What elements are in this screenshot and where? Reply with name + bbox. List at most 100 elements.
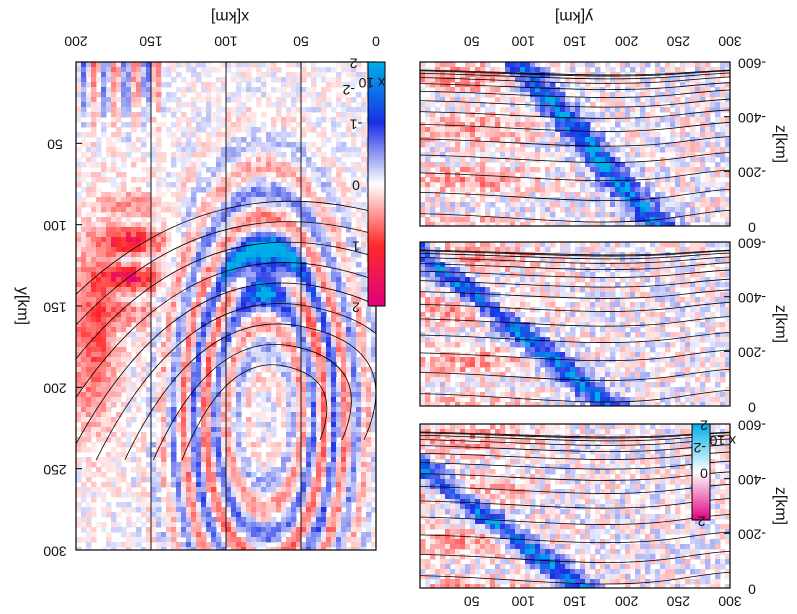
field-cell <box>251 497 257 503</box>
field-cell <box>171 332 177 338</box>
field-cell <box>136 287 142 293</box>
field-cell <box>231 152 237 158</box>
field-cell <box>136 492 142 498</box>
field-cell <box>241 152 247 158</box>
field-cell <box>186 402 192 408</box>
field-cell <box>166 357 172 363</box>
field-cell <box>151 537 157 543</box>
field-cell <box>146 342 152 348</box>
field-cell <box>181 472 187 478</box>
field-cell <box>236 102 242 108</box>
field-cell <box>116 397 122 403</box>
field-cell <box>226 527 232 533</box>
field-cell <box>116 347 122 353</box>
field-cell <box>630 62 636 68</box>
field-cell <box>246 287 252 293</box>
field-cell <box>246 192 252 198</box>
field-cell <box>336 287 342 293</box>
field-cell <box>271 287 277 293</box>
field-cell <box>301 317 307 323</box>
field-cell <box>351 182 357 188</box>
field-cell <box>251 477 257 483</box>
field-cell <box>261 542 267 548</box>
field-cell <box>156 452 162 458</box>
field-cell <box>306 202 312 208</box>
field-cell <box>341 247 347 253</box>
field-cell <box>276 522 282 528</box>
field-cell <box>356 102 362 108</box>
field-cell <box>261 532 267 538</box>
field-cell <box>226 412 232 418</box>
field-cell <box>266 282 272 288</box>
field-cell <box>81 382 87 388</box>
y-tick-label: 250 <box>43 462 67 478</box>
field-cell <box>161 242 167 248</box>
field-cell <box>241 497 247 503</box>
field-cell <box>256 162 262 168</box>
field-cell <box>101 317 107 323</box>
field-cell <box>276 452 282 458</box>
field-cell <box>196 132 202 138</box>
field-cell <box>106 477 112 483</box>
field-cell <box>201 82 207 88</box>
field-cell <box>121 377 127 383</box>
field-cell <box>241 332 247 338</box>
field-cell <box>246 197 252 203</box>
field-cell <box>206 132 212 138</box>
field-cell <box>221 422 227 428</box>
field-cell <box>271 467 277 473</box>
field-cell <box>301 512 307 518</box>
field-cell <box>351 327 357 333</box>
field-cell <box>336 82 342 88</box>
field-cell <box>91 297 97 303</box>
field-cell <box>266 217 272 223</box>
field-cell <box>331 477 337 483</box>
field-cell <box>276 142 282 148</box>
field-cell <box>251 192 257 198</box>
field-cell <box>166 202 172 208</box>
field-cell <box>301 192 307 198</box>
field-cell <box>331 302 337 308</box>
field-cell <box>301 112 307 118</box>
field-cell <box>356 452 362 458</box>
field-cell <box>121 192 127 198</box>
field-cell <box>201 217 207 223</box>
field-cell <box>166 417 172 423</box>
field-cell <box>346 167 352 173</box>
field-cell <box>336 392 342 398</box>
field-cell <box>156 437 162 443</box>
field-cell <box>261 382 267 388</box>
field-cell <box>316 232 322 238</box>
field-cell <box>361 267 367 273</box>
field-cell <box>186 247 192 253</box>
field-cell <box>136 347 142 353</box>
field-cell <box>241 477 247 483</box>
field-cell <box>121 302 127 308</box>
field-cell <box>286 332 292 338</box>
field-cell <box>256 287 262 293</box>
field-cell <box>126 122 132 128</box>
field-cell <box>206 507 212 513</box>
field-cell <box>331 467 337 473</box>
field-cell <box>261 287 267 293</box>
field-cell <box>101 282 107 288</box>
field-cell <box>161 407 167 413</box>
field-cell <box>256 127 262 133</box>
field-cell <box>116 387 122 393</box>
field-cell <box>161 262 167 268</box>
field-cell <box>276 382 282 388</box>
field-cell <box>191 362 197 368</box>
field-cell <box>361 187 367 193</box>
field-cell <box>141 217 147 223</box>
field-cell <box>221 192 227 198</box>
field-cell <box>351 407 357 413</box>
field-cell <box>705 67 711 73</box>
field-cell <box>256 142 262 148</box>
field-cell <box>271 517 277 523</box>
field-cell <box>256 212 262 218</box>
field-cell <box>301 187 307 193</box>
field-cell <box>131 312 137 318</box>
field-cell <box>306 122 312 128</box>
field-cell <box>216 517 222 523</box>
field-cell <box>346 507 352 513</box>
